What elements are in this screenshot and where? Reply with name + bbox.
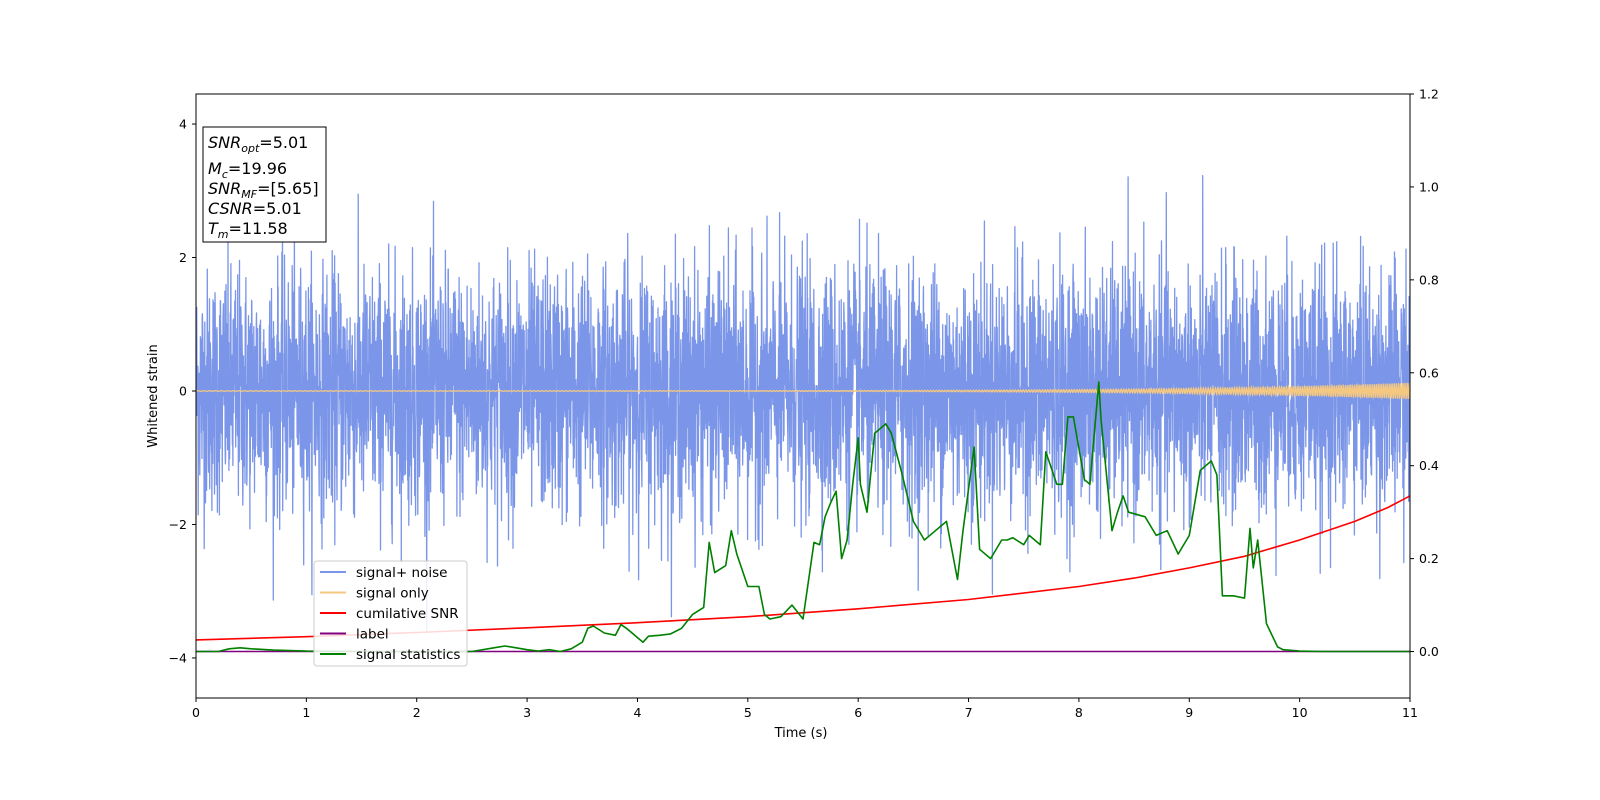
info-box-lines: SNRopt=5.01Mc=19.96SNRMF=[5.65]CSNR=5.01…	[208, 133, 319, 241]
info-box: SNRopt=5.01Mc=19.96SNRMF=[5.65]CSNR=5.01…	[202, 126, 327, 243]
series-signal-only	[196, 382, 1410, 400]
x-tick-label: 8	[1075, 705, 1083, 720]
info-line: Tm=11.58	[208, 219, 288, 241]
info-symbol: SNR	[208, 179, 241, 198]
y-tick-label: −2	[169, 517, 187, 532]
info-subscript: c	[222, 168, 228, 181]
x-tick-label: 4	[633, 705, 641, 720]
legend-entries: signal+ noise signal only cumilative SNR la…	[320, 565, 460, 663]
info-value: =11.58	[229, 219, 288, 238]
x-tick-label: 9	[1185, 705, 1193, 720]
x-tick-label: 3	[523, 705, 531, 720]
series-signal-noise	[196, 175, 1410, 634]
info-line: SNRMF=[5.65]	[208, 179, 319, 201]
legend-label: signal only	[356, 586, 429, 602]
info-value: =5.01	[259, 133, 308, 152]
info-line: Mc=19.96	[208, 159, 287, 181]
x-tick-label: 10	[1292, 705, 1308, 720]
x-axis-label: Time (s)	[774, 726, 828, 741]
series-cumulative-snr	[196, 495, 1410, 641]
info-subscript: MF	[241, 188, 257, 201]
x-tick-label: 2	[413, 705, 421, 720]
x-axis-ticks: 0 1 2 3 4 5 6 7 8 9 10 11	[192, 698, 1418, 720]
x-tick-label: 5	[744, 705, 752, 720]
y2-tick-label: 0.2	[1419, 551, 1439, 566]
legend-frame	[313, 560, 468, 667]
y2-axis-ticks: 0.0 0.2 0.4 0.6 0.8 1.0 1.2	[1410, 87, 1439, 659]
series-signal-statistics	[196, 381, 1410, 653]
y2-tick-label: 0.0	[1419, 644, 1439, 659]
y2-tick-label: 0.4	[1419, 458, 1439, 473]
x-tick-label: 0	[192, 705, 200, 720]
info-symbol: SNR	[208, 133, 241, 152]
x-tick-label: 6	[854, 705, 862, 720]
info-symbol: CSNR	[208, 199, 253, 218]
y-tick-label: −4	[169, 650, 187, 665]
y2-tick-label: 1.2	[1419, 87, 1439, 102]
legend-label: label	[356, 627, 389, 643]
info-value: =19.96	[228, 159, 287, 178]
info-subscript: m	[218, 228, 229, 241]
x-tick-label: 1	[302, 705, 310, 720]
legend-label: cumilative SNR	[356, 606, 459, 622]
y-tick-label: 2	[179, 250, 187, 265]
y2-tick-label: 1.0	[1419, 179, 1439, 194]
plot-frame	[195, 93, 1411, 699]
legend: signal+ noise signal only cumilative SNR la…	[313, 560, 468, 667]
y-tick-label: 0	[179, 383, 187, 398]
info-symbol: M	[208, 159, 222, 178]
legend-label: signal statistics	[356, 647, 460, 663]
x-tick-label: 11	[1402, 705, 1418, 720]
y-axis-ticks: −4 −2 0 2 4	[169, 117, 196, 665]
info-value: =5.01	[253, 199, 302, 218]
info-subscript: opt	[241, 142, 260, 155]
info-box-frame	[202, 126, 327, 243]
y-tick-label: 4	[179, 117, 187, 132]
info-line: CSNR=5.01	[208, 199, 302, 218]
x-tick-label: 7	[965, 705, 973, 720]
info-value: =[5.65]	[257, 179, 319, 198]
info-symbol: T	[208, 219, 219, 238]
y-axis-label: Whitened strain	[146, 344, 161, 447]
legend-label: signal+ noise	[356, 565, 447, 581]
y2-tick-label: 0.6	[1419, 365, 1439, 380]
y2-tick-label: 0.8	[1419, 272, 1439, 287]
info-line: SNRopt=5.01	[208, 133, 308, 155]
